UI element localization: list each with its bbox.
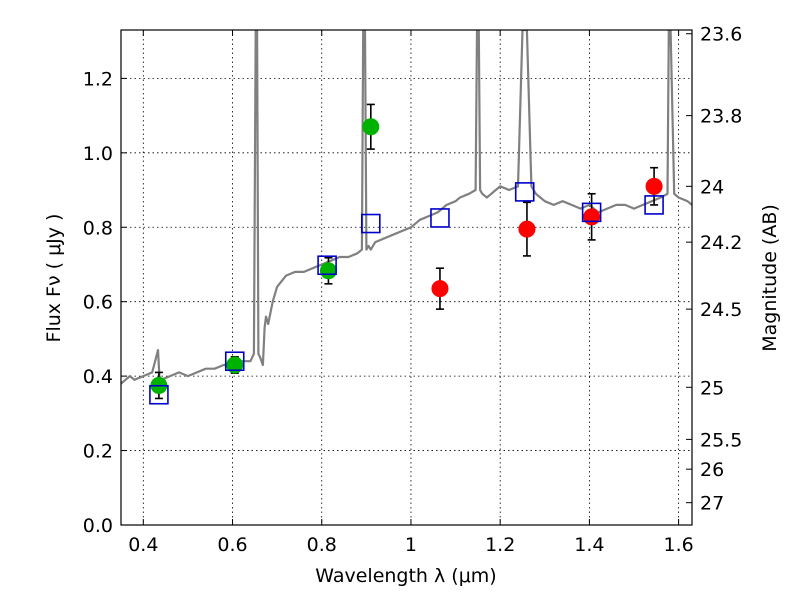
y2-tick-label: 25.5 (700, 429, 742, 451)
model-square-marker (514, 182, 535, 202)
red-data-point (583, 208, 601, 226)
x-tick-label: 1.6 (664, 534, 694, 556)
model-square-marker (224, 351, 245, 372)
y-tick-label: 0.8 (83, 217, 113, 239)
y2-tick-label: 23.6 (700, 24, 742, 46)
red-data-point (518, 220, 536, 238)
y2-tick-label: 26 (700, 459, 724, 481)
green-data-point (226, 356, 244, 374)
y2-tick-label: 27 (700, 493, 724, 515)
y-tick-label: 1.2 (83, 68, 113, 90)
y-tick-label: 1.0 (83, 143, 113, 165)
grid-lines (121, 30, 692, 526)
green-data-point (319, 262, 337, 280)
y2-tick-label: 24 (700, 176, 724, 198)
y2-tick-label: 24.2 (700, 232, 742, 254)
model-square-marker (317, 255, 337, 276)
red-data-point (431, 280, 449, 298)
model-square-marker (644, 195, 664, 215)
plot-area (121, 30, 692, 405)
y-tick-label: 0.0 (83, 515, 113, 537)
x-tick-label: 0.8 (307, 534, 337, 556)
green-data-point (362, 118, 380, 136)
y2-tick-label: 25 (700, 377, 724, 399)
model-square-marker (149, 384, 169, 405)
y2-tick-label: 23.8 (700, 106, 742, 128)
x-tick-label: 1.2 (485, 534, 515, 556)
red-data-point (645, 177, 663, 195)
plot-frame (120, 29, 693, 526)
x-tick-label: 1 (405, 534, 417, 556)
y-axis-label: Flux Fν ( μJy ) (43, 214, 65, 343)
x-tick-label: 0.4 (128, 534, 158, 556)
x-tick-label: 0.6 (217, 534, 247, 556)
spectrum-line (121, 30, 692, 385)
model-square-marker (430, 208, 450, 228)
x-tick-label: 1.4 (574, 534, 604, 556)
y-tick-label: 0.6 (83, 292, 113, 314)
axes: 0.4 0.6 0.8 1 1.2 1.4 1.6 0.0 0.2 0.4 0.6 0.8 1.0 1.2… (83, 24, 743, 556)
y-tick-label: 0.2 (83, 441, 113, 463)
model-square-marker (361, 213, 381, 234)
y2-axis-label: Magnitude (AB) (759, 204, 781, 352)
y2-tick-label: 24.5 (700, 299, 742, 321)
model-square-marker (581, 202, 602, 223)
y-tick-label: 0.4 (83, 366, 113, 388)
x-axis-label: Wavelength λ (μm) (315, 565, 496, 587)
